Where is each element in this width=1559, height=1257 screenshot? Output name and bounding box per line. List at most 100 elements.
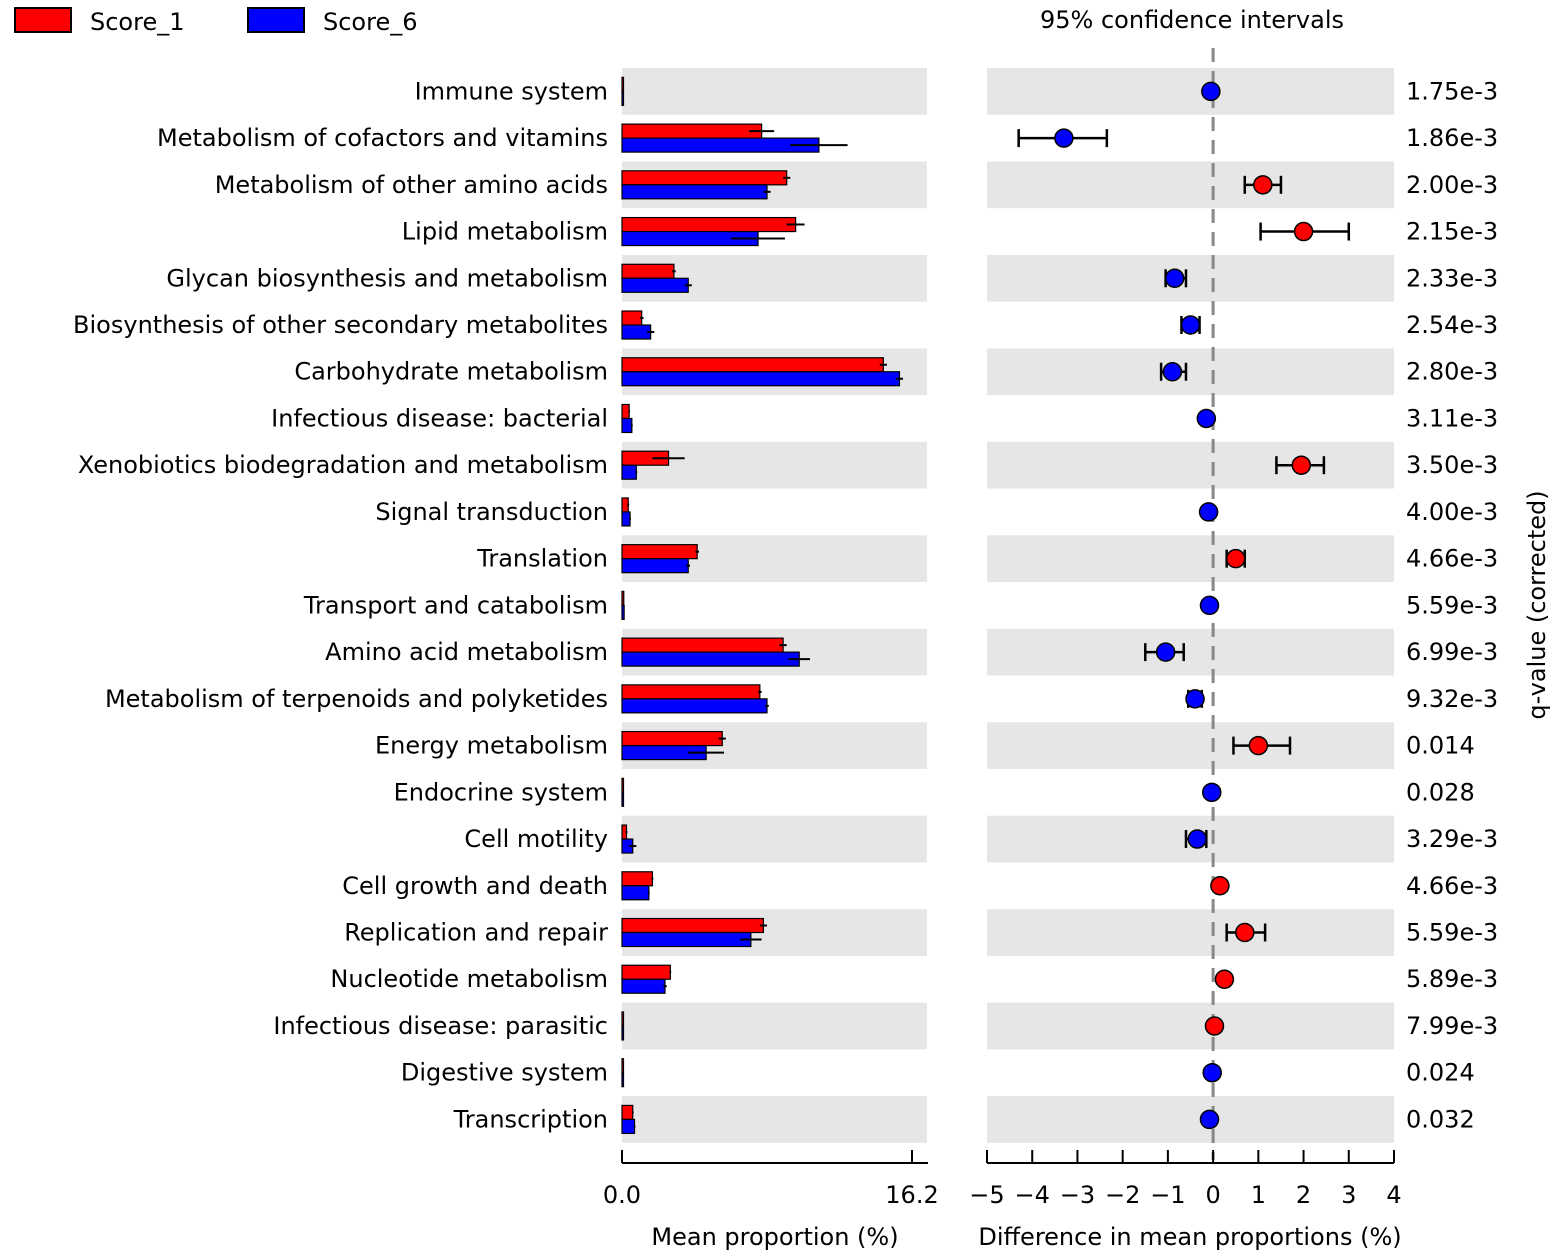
diff-axis-tick-label: 2 [1296,1181,1311,1209]
category-row: Translation 4.66e-3 [476,544,1498,574]
difference-point [1155,642,1176,662]
q-value-label: 3.29e-3 [1406,825,1498,853]
bar-row-band [622,815,927,863]
category-row: Digestive system 0.024 [401,1058,1475,1088]
bar-score-1 [621,964,671,980]
diff-axis-tick-label: −2 [1105,1181,1140,1209]
bar-axis-tick-label-0: 0.0 [603,1181,641,1209]
diff-axis-tick-label: −1 [1150,1181,1185,1209]
bar-axis-label: Mean proportion (%) [651,1223,898,1251]
q-value-label: 2.15e-3 [1406,218,1498,246]
category-label: Metabolism of terpenoids and polyketides [105,685,608,713]
bar-row-band [622,441,927,489]
bar-score-6 [621,558,689,574]
category-row: Metabolism of terpenoids and polyketides… [105,684,1498,714]
q-value-label: 1.86e-3 [1406,124,1498,152]
q-value-label: 3.11e-3 [1406,404,1498,432]
difference-point [1164,268,1185,289]
category-row: Immune system 1.75e-3 [415,76,1498,106]
category-row: Signal transduction 4.00e-3 [375,497,1498,527]
q-value-label: 0.024 [1406,1059,1475,1087]
category-label: Energy metabolism [375,732,608,760]
bar-score-1 [621,871,654,887]
category-row: Cell motility 3.29e-3 [464,824,1498,854]
category-label: Metabolism of other amino acids [215,171,608,199]
diff-axis-tick-label: 3 [1341,1181,1356,1209]
difference-point [1199,1109,1220,1130]
category-row: Biosynthesis of other secondary metaboli… [73,310,1498,340]
difference-point [1291,455,1312,475]
diff-row-band [987,161,1394,209]
category-row: Carbohydrate metabolism 2.80e-3 [294,357,1498,387]
category-label: Metabolism of cofactors and vitamins [157,124,608,152]
bar-score-6 [621,511,631,527]
category-row: Xenobiotics biodegradation and metabolis… [78,450,1498,480]
q-value-label: 0.014 [1406,732,1475,760]
q-value-label: 0.028 [1406,778,1475,806]
difference-point [1253,175,1273,195]
bar-score-6 [621,1072,625,1088]
category-label: Transcription [453,1105,608,1133]
bar-score-6 [621,651,800,667]
category-label: Infectious disease: parasitic [273,1012,608,1040]
bar-score-6 [621,885,650,901]
bar-score-6 [621,698,768,714]
q-value-label: 2.80e-3 [1406,358,1498,386]
bar-score-6 [621,324,652,340]
bar-row-band [622,1002,927,1050]
bar-score-1 [621,544,698,560]
difference-point [1162,361,1183,382]
bar-score-1 [621,917,765,934]
category-row: Infectious disease: parasitic 7.99e-3 [273,1011,1498,1041]
bar-score-1 [621,216,797,233]
bar-score-6 [621,604,625,620]
bar-row-band [622,1096,927,1143]
diff-row-band [987,441,1394,489]
difference-point [1210,876,1230,896]
category-row: Metabolism of other amino acids 2.00e-3 [215,170,1498,200]
bar-score-1 [621,310,643,326]
category-row: Replication and repair 5.59e-3 [344,917,1498,948]
diff-axis-tick-label: 1 [1251,1181,1266,1209]
category-row: Nucleotide metabolism 5.89e-3 [330,964,1498,994]
category-row: Transport and catabolism 5.59e-3 [303,590,1498,620]
category-label: Amino acid metabolism [325,638,608,666]
category-label: Replication and repair [344,919,608,947]
bar-score-1 [621,76,625,92]
bar-axis-tick-label-max: 16.2 [885,1181,938,1209]
category-row: Infectious disease: bacterial 3.11e-3 [271,403,1498,434]
bar-score-6 [621,184,768,200]
q-value-label: 6.99e-3 [1406,638,1498,666]
difference-point [1202,782,1222,803]
category-label: Xenobiotics biodegradation and metabolis… [78,451,608,479]
bar-score-1 [621,123,763,139]
q-value-label: 5.59e-3 [1406,919,1498,947]
category-label: Translation [476,545,608,573]
difference-point [1202,1062,1222,1083]
bar-score-1 [621,1104,634,1121]
difference-point [1180,315,1201,335]
category-label: Carbohydrate metabolism [294,358,608,386]
bar-score-6 [621,791,625,807]
category-label: Infectious disease: bacterial [271,404,608,432]
difference-point [1185,689,1205,709]
q-value-label: 2.33e-3 [1406,264,1498,292]
difference-point [1199,595,1220,616]
q-value-label: 4.66e-3 [1406,872,1498,900]
diff-axis-tick-label: −3 [1060,1181,1095,1209]
qvalue-axis-label: q-value (corrected) [1523,490,1551,719]
difference-point [1201,81,1221,102]
diff-axis-tick-label: −5 [969,1181,1004,1209]
diff-row-band [987,722,1394,769]
category-row: Cell growth and death 4.66e-3 [342,871,1498,901]
difference-point [1214,969,1235,989]
difference-point [1225,548,1246,569]
bar-score-1 [621,777,625,793]
bar-score-1 [621,170,788,186]
difference-point [1198,502,1219,522]
category-rows: Immune system 1.75e-3 Metabolism of cofact… [73,76,1498,1135]
difference-point [1248,735,1269,756]
legend-label-score-1: Score_1 [90,8,185,36]
bar-panel-axis: 0.0 16.2 Mean proportion (%) [603,1150,939,1251]
